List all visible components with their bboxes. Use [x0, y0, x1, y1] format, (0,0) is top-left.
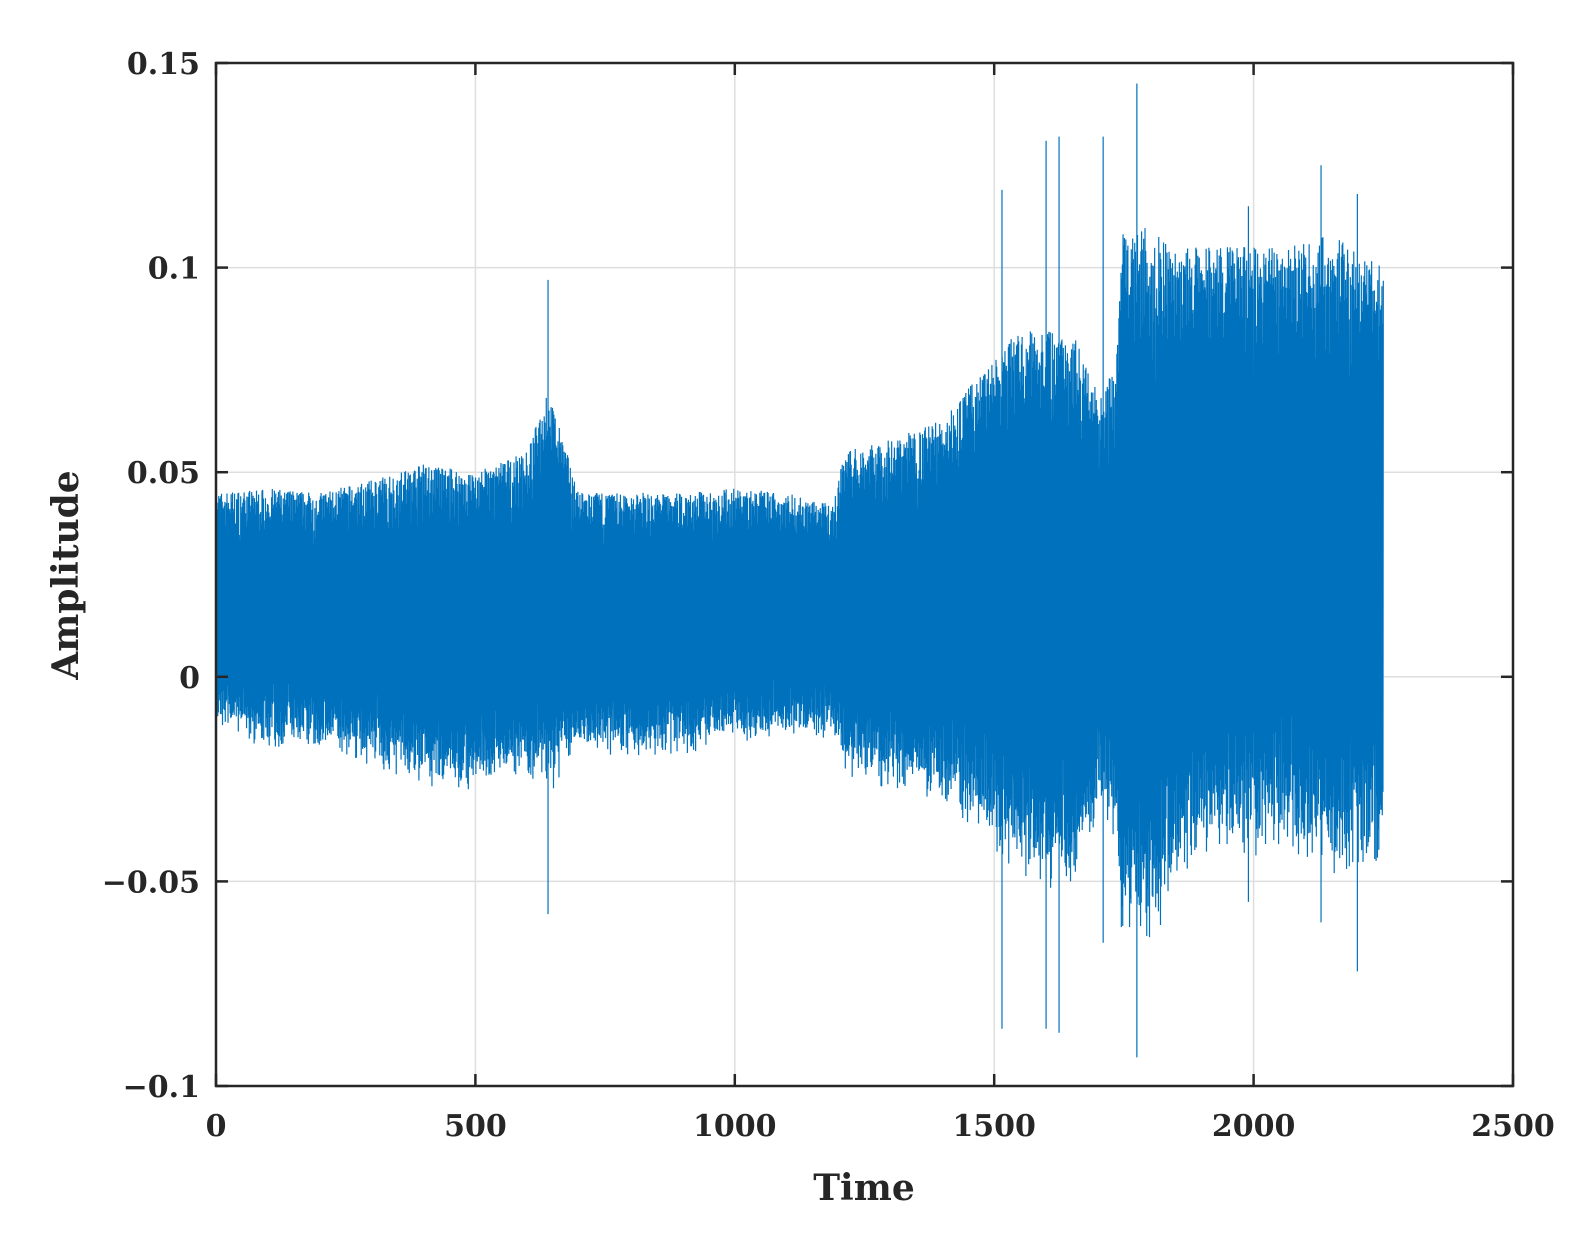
- y-tick-label: −0.1: [123, 1070, 200, 1105]
- y-axis-label: Amplitude: [45, 470, 87, 680]
- x-tick-labels: 0 500 1000 1500 2000 2500: [206, 1109, 1555, 1144]
- x-tick-label: 500: [444, 1109, 507, 1144]
- y-tick-label: 0.05: [127, 456, 200, 491]
- y-tick-label: −0.05: [102, 865, 200, 900]
- y-tick-label: 0.15: [127, 47, 200, 82]
- axes-frame: [214, 61, 1515, 1088]
- y-tick-label: 0.1: [148, 252, 200, 287]
- x-tick-label: 0: [206, 1109, 227, 1144]
- x-tick-label: 1500: [952, 1109, 1036, 1144]
- y-tick-label: 0: [179, 661, 200, 696]
- x-axis-label: Time: [813, 1167, 914, 1209]
- x-tick-label: 1000: [693, 1109, 777, 1144]
- signal-trace: [215, 83, 1384, 1058]
- x-tick-label: 2000: [1212, 1109, 1296, 1144]
- y-tick-labels: −0.1 −0.05 0 0.05 0.1 0.15: [102, 47, 200, 1105]
- x-tick-label: 2500: [1471, 1109, 1555, 1144]
- ticks: [214, 61, 1515, 1088]
